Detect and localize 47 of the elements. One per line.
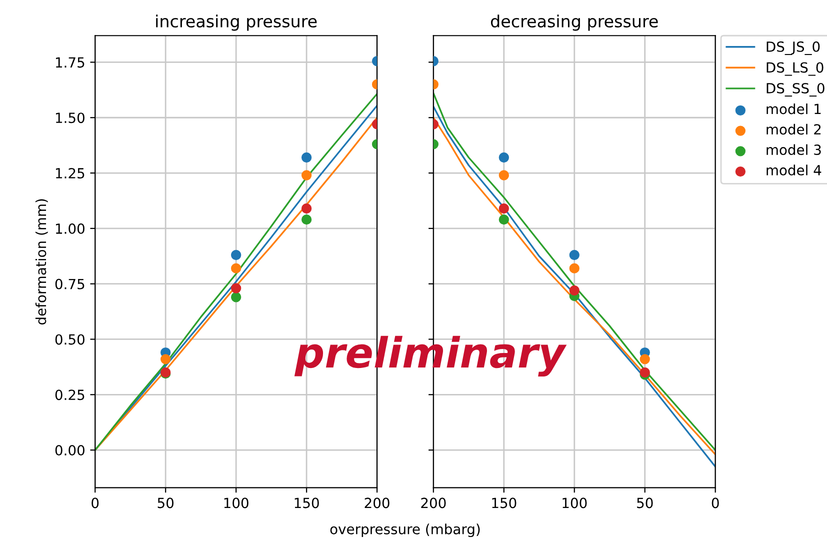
x-tick-label: 200 — [421, 498, 446, 508]
x-tick-label: 100 — [224, 498, 248, 508]
point — [230, 283, 242, 294]
y-axis-title: deformation (mm) — [35, 199, 48, 324]
legend-label: DS_JS_0 — [766, 41, 820, 56]
legend-label: DS_LS_0 — [766, 62, 824, 76]
x-axis-title: overpressure (mbarg) — [330, 524, 480, 538]
point — [640, 354, 650, 364]
chart-title: decreasing pressure — [490, 14, 658, 31]
point — [569, 250, 580, 260]
y-tick-label: 1.75 — [56, 57, 84, 68]
point — [498, 214, 509, 225]
point — [160, 354, 171, 364]
legend-label: model 3 — [766, 144, 821, 156]
y-tick-label: 1.50 — [56, 112, 84, 124]
x-tick-label: 200 — [364, 498, 390, 508]
x-tick-label: 0 — [92, 498, 99, 508]
x-tick-label: 150 — [492, 498, 516, 508]
point — [498, 203, 509, 214]
point — [230, 292, 242, 302]
point — [301, 214, 312, 225]
y-tick-label: 0.50 — [55, 334, 84, 345]
legend-label: model 2 — [766, 124, 821, 135]
x-tick-label: 50 — [637, 498, 653, 508]
point — [498, 152, 509, 163]
legend-label: DS_SS_0 — [766, 82, 824, 97]
y-tick-label: 0.75 — [55, 278, 84, 290]
y-tick-label: 1.25 — [56, 168, 84, 178]
y-tick-label: 0.00 — [55, 445, 84, 456]
point — [569, 285, 580, 296]
point — [569, 263, 580, 274]
x-tick-label: 150 — [294, 498, 319, 508]
point — [640, 367, 650, 378]
point — [230, 263, 242, 274]
chart-title: increasing pressure — [156, 14, 317, 31]
y-tick-label: 1.00 — [56, 223, 84, 234]
point — [301, 203, 312, 214]
legend-label: model 4 — [766, 164, 822, 176]
legend-label: model 1 — [766, 103, 821, 114]
x-tick-label: 50 — [158, 498, 174, 508]
point — [301, 170, 312, 180]
point — [301, 152, 312, 163]
point — [498, 170, 509, 180]
point — [230, 250, 242, 260]
x-tick-label: 0 — [712, 498, 719, 508]
y-tick-label: 0.25 — [55, 390, 84, 400]
x-tick-label: 100 — [562, 498, 587, 508]
